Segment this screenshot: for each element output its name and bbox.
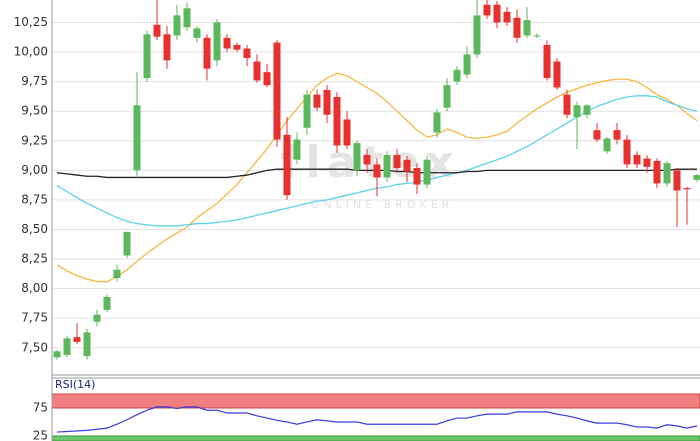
candle-body	[683, 188, 691, 190]
price-plot	[52, 0, 700, 360]
candle-body	[473, 15, 481, 55]
candle-body	[213, 22, 221, 61]
candle-body	[303, 94, 311, 128]
candle-body	[653, 160, 661, 184]
candle-body	[123, 231, 131, 256]
candle-body	[663, 163, 671, 184]
candle-body	[83, 332, 91, 357]
candle-body	[463, 54, 471, 75]
candle-body	[543, 44, 551, 79]
candle-body	[253, 61, 261, 81]
y-tick-label: 8,25	[21, 252, 48, 266]
overbought-band	[52, 393, 700, 409]
candle-body	[643, 158, 651, 167]
watermark-subtitle: ONLINE BROKER	[311, 198, 454, 211]
candle-body	[283, 134, 291, 196]
candle-body	[143, 34, 151, 79]
candle-body	[413, 167, 421, 185]
candle-body	[393, 154, 401, 168]
candle-body	[593, 130, 601, 140]
y-tick-label: 9,50	[21, 104, 48, 118]
y-tick-label: 25	[33, 428, 48, 441]
candle-body	[333, 97, 341, 146]
rsi-line	[56, 406, 698, 433]
y-tick-label: 75	[33, 400, 48, 414]
candle-body	[373, 164, 381, 178]
candle-body	[203, 37, 211, 69]
y-tick-label: 9,25	[21, 133, 48, 147]
candle-body	[223, 37, 231, 49]
candle-body	[513, 17, 521, 38]
candle-body	[73, 337, 81, 342]
candle-body	[453, 69, 461, 82]
candle-body	[93, 314, 101, 322]
candle-body	[133, 105, 141, 171]
candle-body	[383, 154, 391, 178]
candle-body	[693, 175, 700, 180]
moving-average	[56, 72, 698, 283]
candle-body	[603, 138, 611, 152]
rsi-plot	[52, 393, 700, 441]
candle-body	[193, 28, 201, 38]
candle-body	[63, 338, 71, 355]
candle-body	[183, 8, 191, 28]
candle-body	[573, 105, 581, 118]
y-tick-label: 8,50	[21, 222, 48, 236]
candle-body	[523, 20, 531, 36]
candle-body	[353, 143, 361, 171]
candle-body	[363, 154, 371, 165]
candle-body	[423, 159, 431, 185]
candle-body	[483, 4, 491, 16]
candle-body	[633, 154, 641, 165]
axes	[51, 0, 700, 441]
candle-body	[673, 170, 681, 191]
candle-body	[343, 119, 351, 146]
candle-body	[103, 296, 111, 310]
candle-body	[493, 4, 501, 23]
candle-body	[313, 94, 321, 108]
y-tick-label: 8,00	[21, 281, 48, 295]
candle-body	[433, 112, 441, 133]
oversold-band	[52, 435, 700, 441]
y-tick-label: 8,75	[21, 192, 48, 206]
y-tick-label: 10,00	[14, 45, 48, 59]
candle-body	[583, 105, 591, 115]
candle-body	[153, 24, 161, 37]
candle-body	[53, 351, 61, 358]
candle-body	[243, 48, 251, 58]
candle-body	[273, 42, 281, 140]
candle-body	[533, 35, 541, 37]
y-tick-label: 7,50	[21, 340, 48, 354]
y-tick-label: 7,75	[21, 311, 48, 325]
candle-body	[163, 34, 171, 61]
candle-body	[563, 94, 571, 115]
candle-body	[623, 139, 631, 165]
rsi-title: RSI(14)	[55, 378, 95, 391]
candle-body	[613, 130, 621, 140]
candle-body	[503, 11, 511, 23]
y-tick-label: 10,25	[14, 15, 48, 29]
y-tick-label: 9,00	[21, 163, 48, 177]
candle-body	[293, 139, 301, 160]
candle-body	[113, 269, 121, 278]
candle-body	[173, 15, 181, 36]
candle-body	[403, 159, 411, 172]
candle-body	[323, 89, 331, 115]
candle-body	[263, 72, 271, 86]
candle-body	[233, 44, 241, 50]
candle-body	[553, 61, 561, 88]
y-tick-label: 9,75	[21, 74, 48, 88]
candle-body	[443, 85, 451, 108]
